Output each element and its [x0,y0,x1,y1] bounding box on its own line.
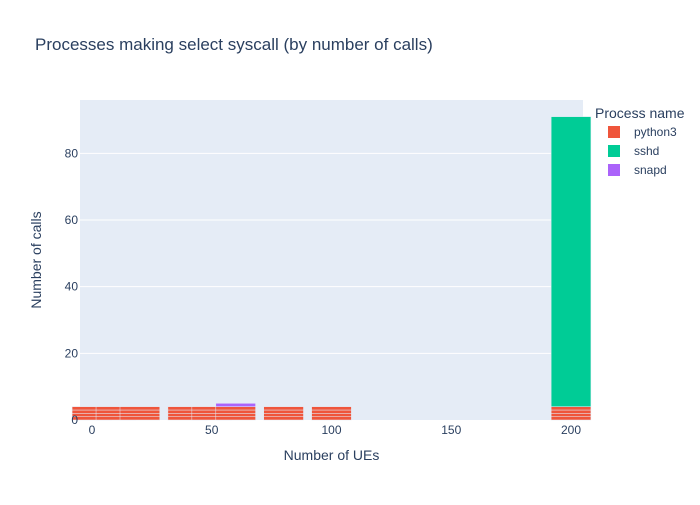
y-tick-label: 60 [65,213,79,227]
legend-label: python3 [634,125,677,139]
legend-swatch [608,126,620,138]
bar-python3-x20[interactable] [119,416,161,421]
bar-python3-x60[interactable] [215,409,256,414]
bar-python3-x80[interactable] [263,413,304,417]
bar-python3-x100[interactable] [311,409,352,414]
bar-python3-x200[interactable] [550,416,592,421]
bar-python3-x100[interactable] [311,413,352,417]
legend-items[interactable]: python3 sshd snapd [608,125,677,177]
bar-python3-x200[interactable] [550,406,592,411]
x-tick-label: 200 [561,423,581,437]
y-axis-ticks: 0 20 40 60 80 [65,146,79,427]
bar-python3-x200[interactable] [550,413,592,417]
x-axis-ticks: 0 50 100 150 200 [89,423,582,437]
x-tick-label: 100 [321,423,341,437]
legend-label: snapd [634,163,667,177]
bar-python3-x60[interactable] [215,416,256,421]
legend-title: Process name [595,105,685,121]
x-tick-label: 50 [205,423,219,437]
legend-item-snapd[interactable]: snapd [608,163,667,177]
legend[interactable]: Process name python3 sshd snapd [595,105,685,177]
bars [71,116,592,421]
bar-python3-x80[interactable] [263,406,304,411]
bar-python3-x20[interactable] [119,406,161,411]
y-tick-label: 40 [65,280,79,294]
bar-python3-x60[interactable] [215,406,256,411]
bar-python3-x200[interactable] [550,409,592,414]
x-axis-label: Number of UEs [284,447,380,463]
y-tick-label: 80 [65,146,79,160]
legend-swatch [608,145,620,157]
legend-item-sshd[interactable]: sshd [608,144,659,158]
grid-lines [80,152,583,354]
bar-python3-x60[interactable] [215,413,256,417]
x-tick-label: 0 [89,423,96,437]
bar-python3-x100[interactable] [311,406,352,411]
x-tick-label: 150 [441,423,461,437]
legend-label: sshd [634,144,659,158]
y-axis-label: Number of calls [28,211,44,308]
y-tick-label: 0 [71,413,78,427]
bar-python3-x80[interactable] [263,409,304,414]
bar-python3-x20[interactable] [119,409,161,414]
legend-item-python3[interactable]: python3 [608,125,677,139]
y-tick-label: 20 [65,346,79,360]
chart-title: Processes making select syscall (by numb… [35,35,433,54]
bar-snapd-x60[interactable] [215,403,256,407]
bar-python3-x20[interactable] [119,413,161,417]
plot-background [80,100,583,420]
bar-sshd-x200[interactable] [550,116,592,407]
bar-python3-x100[interactable] [311,416,352,421]
legend-swatch [608,164,620,176]
bar-python3-x80[interactable] [263,416,304,421]
